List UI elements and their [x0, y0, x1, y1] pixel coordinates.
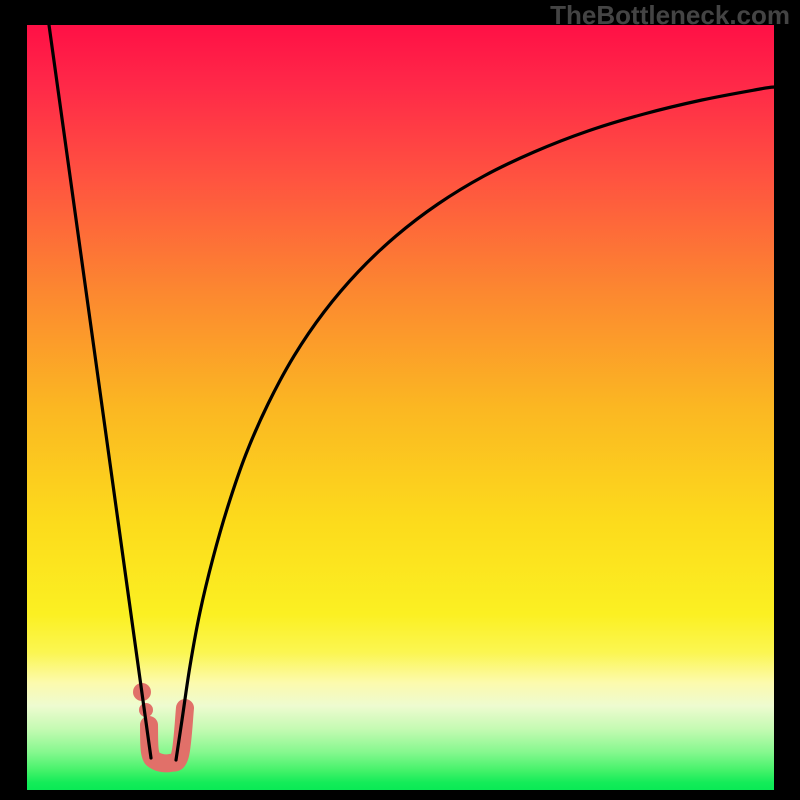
bottleneck-curve-chart	[0, 0, 800, 800]
chart-stage: TheBottleneck.com	[0, 0, 800, 800]
